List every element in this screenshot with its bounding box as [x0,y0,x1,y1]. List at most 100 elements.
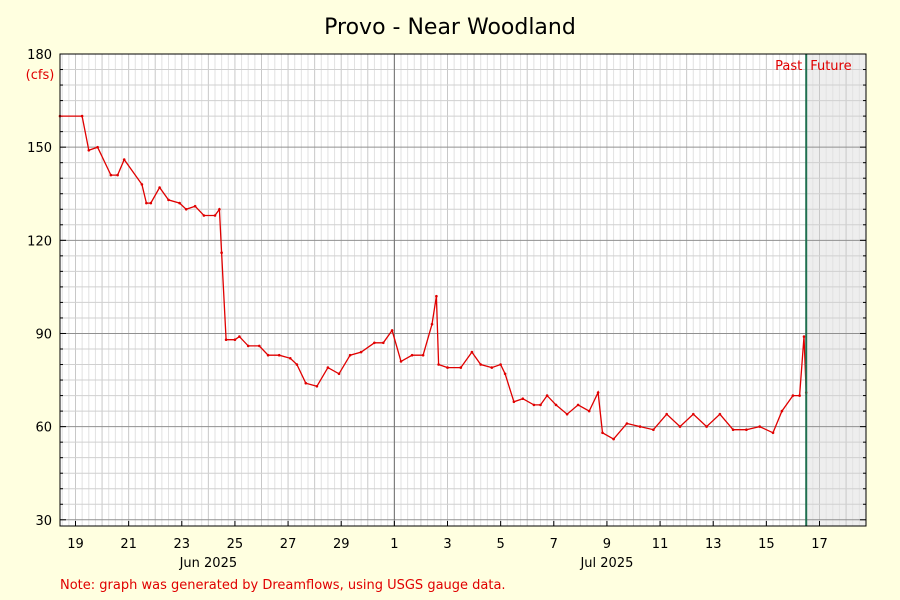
x-tick-label: 5 [497,537,505,552]
data-point [435,294,438,298]
data-point [224,338,228,342]
x-tick-label: 15 [758,537,775,552]
x-tick-label: 13 [705,537,722,552]
y-tick-label: 180 [27,48,52,63]
data-point [798,394,801,397]
data-point [470,350,474,354]
data-point [625,422,629,425]
data-point [459,366,463,369]
data-point [499,363,502,366]
data-point [178,201,181,205]
data-point [532,403,536,407]
plot-background [60,54,866,526]
data-point [373,341,376,345]
data-point [382,341,385,345]
data-point [545,394,549,397]
data-point [359,350,363,354]
data-point [337,372,341,376]
data-point [512,400,516,404]
data-point [596,391,600,394]
data-point [678,425,682,428]
data-point [304,381,308,385]
data-point [167,198,170,202]
data-point [277,353,281,357]
data-point [554,403,558,407]
data-point [193,204,197,208]
x-tick-label: 3 [443,537,451,552]
data-point [791,394,795,397]
data-point [140,183,144,186]
data-point [202,214,206,217]
data-point [410,353,414,357]
x-month-label: Jul 2025 [579,556,633,571]
data-point [421,353,425,357]
data-point [745,428,748,432]
data-point [315,385,319,388]
data-point [539,403,542,407]
data-point [289,357,292,360]
past-label: Past [775,59,802,74]
data-point [771,431,775,435]
x-tick-label: 29 [333,537,350,552]
data-point [399,360,403,363]
data-point [87,149,91,152]
data-point [780,409,784,413]
data-point [565,412,569,416]
x-tick-label: 27 [280,537,297,552]
data-point [116,173,119,177]
x-tick-label: 19 [67,537,84,552]
data-point [258,344,261,348]
data-point [266,353,270,357]
data-point [246,344,250,348]
data-point [213,214,217,217]
x-tick-label: 23 [174,537,191,552]
y-tick-label: 90 [35,327,52,342]
y-tick-label: 150 [27,141,52,156]
data-point [576,403,580,407]
x-tick-label: 1 [390,537,398,552]
data-point [705,425,708,428]
data-point [638,425,642,428]
data-point [446,366,449,369]
data-point [587,409,591,413]
data-point [149,201,153,205]
plot-border [59,53,867,527]
data-point [479,363,483,366]
data-point [692,412,695,416]
x-tick-label: 17 [811,537,828,552]
data-point [158,186,161,189]
y-tick-label: 30 [35,514,52,529]
future-region [806,54,866,526]
data-point [238,335,241,338]
data-point [233,338,237,342]
data-point [96,145,99,149]
data-point [521,397,525,401]
data-point [601,431,604,435]
data-point [758,425,761,428]
data-point [122,158,126,161]
data-point [295,363,299,366]
x-month-label: Jun 2025 [179,556,238,571]
data-point [430,322,434,326]
chart-title: Provo - Near Woodland [324,15,576,40]
data-point [437,363,440,366]
future-label: Future [810,59,851,74]
x-tick-label: 11 [652,537,669,552]
data-point [184,208,188,211]
data-point [652,428,655,432]
data-point [109,173,113,177]
data-point [665,412,668,416]
y-axis-unit: (cfs) [26,68,55,83]
x-tick-label: 9 [603,537,611,552]
data-point [80,114,84,118]
x-tick-label: 7 [550,537,558,552]
data-point [326,366,330,369]
y-tick-label: 60 [35,421,52,436]
x-tick-label: 25 [227,537,244,552]
data-point [145,201,148,205]
footnote: Note: graph was generated by Dreamflows,… [60,578,506,593]
data-point [220,251,223,254]
data-point [718,412,722,416]
